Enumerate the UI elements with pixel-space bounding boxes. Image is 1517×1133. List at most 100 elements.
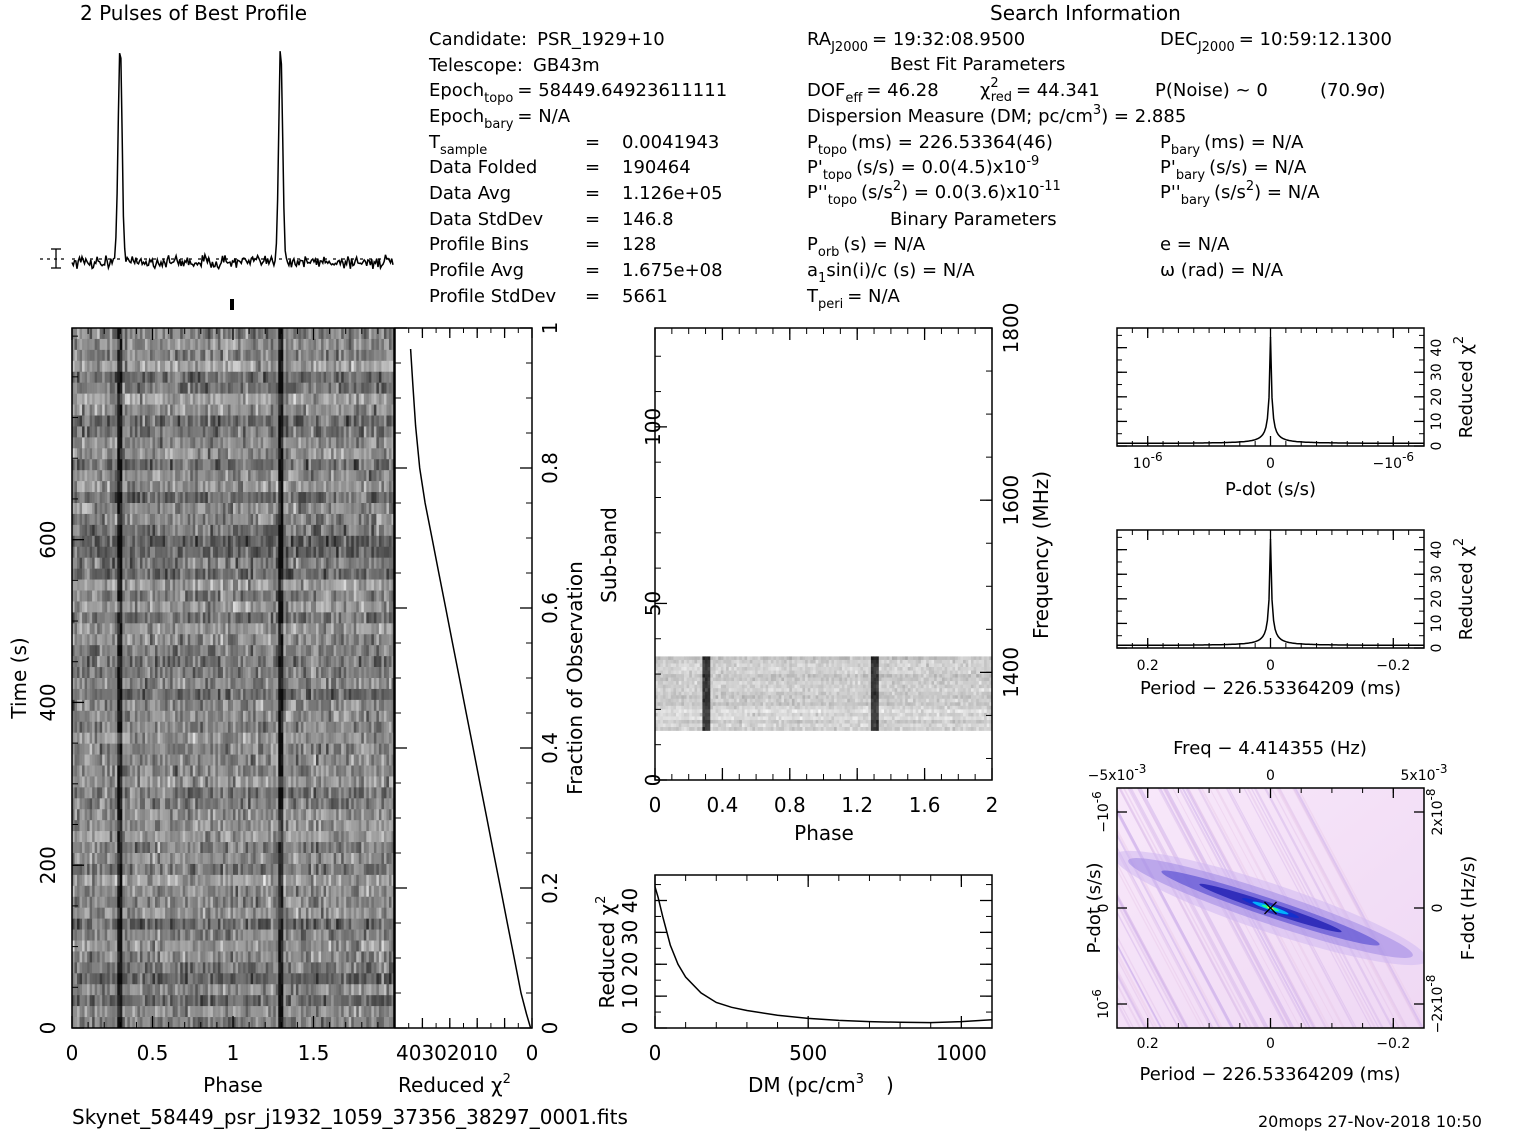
time-phase-cell <box>222 678 226 690</box>
info-value: 128 <box>622 234 656 255</box>
time-phase-cell <box>99 732 103 744</box>
time-phase-cell <box>217 338 221 351</box>
time-phase-cell <box>165 360 168 373</box>
pddot-topo-row: P''topo (s/s2) = 0.0(3.6)x10-11 <box>807 179 1061 208</box>
time-phase-cell <box>74 634 78 646</box>
time-phase-cell <box>366 481 370 493</box>
time-phase-cell <box>127 448 131 460</box>
time-phase-cell <box>240 349 244 362</box>
time-phase-cell <box>197 349 201 362</box>
time-phase-cell <box>248 546 251 558</box>
time-phase-cell <box>152 590 156 602</box>
time-phase-cell <box>109 492 113 504</box>
time-phase-cell <box>298 382 302 394</box>
time-phase-cell <box>217 404 221 416</box>
time-phase-cell <box>200 667 204 679</box>
time-phase-cell <box>358 634 362 646</box>
time-phase-cell <box>353 590 357 602</box>
time-phase-cell <box>368 688 372 701</box>
time-phase-cell <box>84 678 88 690</box>
time-phase-cell <box>215 579 219 591</box>
time-phase-cell <box>177 710 181 723</box>
time-phase-cell <box>346 448 350 460</box>
time-phase-cell <box>316 503 319 515</box>
time-phase-cell <box>240 338 244 351</box>
time-phase-cell <box>225 448 229 460</box>
time-phase-cell <box>326 513 329 526</box>
time-phase-cell <box>358 393 362 405</box>
time-phase-cell <box>152 656 156 668</box>
time-phase-cell <box>283 459 287 471</box>
time-phase-cell <box>333 721 337 733</box>
time-phase-cell <box>318 710 322 723</box>
time-phase-cell <box>263 415 267 427</box>
time-phase-cell <box>341 524 344 537</box>
time-phase-cell <box>114 448 118 460</box>
time-phase-cell <box>162 678 166 690</box>
time-phase-cell <box>346 415 350 427</box>
time-phase-cell <box>190 404 194 416</box>
time-phase-cell <box>303 678 307 690</box>
time-phase-cell <box>144 382 148 394</box>
time-phase-cell <box>255 437 259 449</box>
time-phase-cell <box>92 459 95 471</box>
time-phase-cell <box>170 535 173 548</box>
time-phase-cell <box>112 601 116 613</box>
time-phase-cell <box>207 710 211 723</box>
time-phase-cell <box>79 721 83 733</box>
time-phase-cell <box>200 710 204 723</box>
time-phase-cell <box>137 656 141 668</box>
time-phase-cell <box>119 710 123 723</box>
time-phase-cell <box>300 338 304 351</box>
time-phase-cell <box>290 667 294 679</box>
time-phase-cell <box>336 612 339 624</box>
time-phase-cell <box>376 360 380 373</box>
time-phase-cell <box>207 481 211 493</box>
time-phase-cell <box>99 601 103 613</box>
time-phase-cell <box>200 415 204 427</box>
time-phase-cell <box>205 338 209 351</box>
time-phase-cell <box>343 382 347 394</box>
time-phase-cell <box>348 513 352 526</box>
time-phase-cell <box>316 732 319 744</box>
time-phase-cell <box>217 437 221 449</box>
time-phase-cell <box>190 688 194 701</box>
time-phase-cell <box>222 524 226 537</box>
time-phase-cell <box>270 721 274 733</box>
time-phase-cell <box>233 393 236 405</box>
time-phase-cell <box>152 710 156 723</box>
time-phase-cell <box>278 448 282 460</box>
time-phase-cell <box>122 601 126 613</box>
time-phase-cell <box>363 492 367 504</box>
time-phase-cell <box>180 590 183 602</box>
time-phase-cell <box>328 448 332 460</box>
time-phase-cell <box>210 743 214 755</box>
time-phase-cell <box>157 579 161 591</box>
pdot-bary-row: P'bary (s/s) = N/A <box>1160 157 1307 183</box>
time-phase-cell <box>212 459 216 471</box>
time-phase-cell <box>263 481 267 493</box>
time-phase-cell <box>265 524 269 537</box>
time-phase-cell <box>383 513 387 526</box>
time-phase-cell <box>127 688 131 701</box>
time-phase-cell <box>331 678 334 690</box>
time-phase-cell <box>180 546 183 558</box>
time-phase-cell <box>215 710 219 723</box>
time-phase-cell <box>99 623 103 635</box>
time-phase-cell <box>238 634 241 646</box>
time-phase-cell <box>109 612 113 624</box>
time-phase-cell <box>185 590 189 602</box>
time-phase-cell <box>288 360 292 373</box>
time-phase-cell <box>346 546 350 558</box>
time-phase-cell <box>283 349 287 362</box>
time-phase-cell <box>313 393 317 405</box>
time-phase-cell <box>147 678 151 690</box>
time-phase-cell <box>270 448 274 460</box>
time-phase-cell <box>235 382 239 394</box>
time-phase-cell <box>356 732 360 744</box>
time-phase-cell <box>119 579 123 591</box>
time-phase-cell <box>175 492 178 504</box>
time-phase-cell <box>268 437 272 449</box>
time-phase-cell <box>147 415 151 427</box>
time-phase-cell <box>157 338 161 351</box>
